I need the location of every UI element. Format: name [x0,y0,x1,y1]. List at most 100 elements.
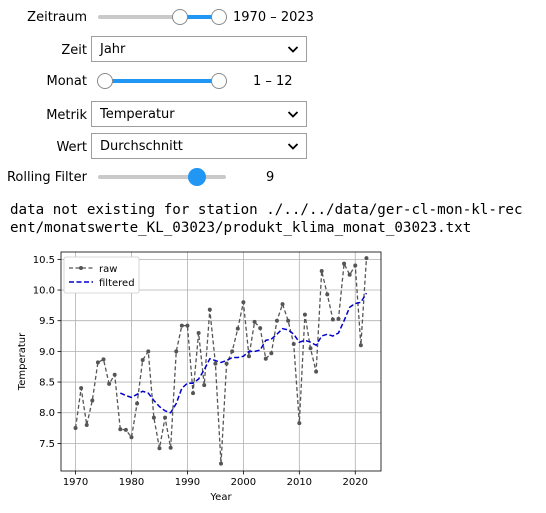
raw-series-line [74,258,368,464]
chart-grid [61,252,381,471]
metrik-select[interactable]: Temperatur [91,101,307,127]
raw-data-point [358,343,363,348]
raw-data-point [263,356,268,361]
monat-fill [105,79,219,83]
monat-slider[interactable] [97,67,227,95]
x-tick-label: 1990 [175,477,200,488]
raw-data-point [319,269,324,274]
chevron-down-icon [287,111,299,118]
rolling-readout: 9 [266,169,275,185]
zeit-label: Zeit [61,42,87,58]
raw-data-point [325,292,330,297]
metrik-select-value: Temperatur [100,106,175,122]
metrik-label: Metrik [46,107,87,123]
rolling-row: Rolling Filter 9 [0,163,546,191]
monat-label: Monat [46,73,87,89]
raw-data-point [90,398,95,403]
raw-data-point [202,383,207,388]
rolling-handle[interactable] [187,168,206,186]
y-tick-label: 10.0 [33,286,55,297]
y-tick-label: 8.0 [39,408,55,419]
raw-data-point [269,351,274,356]
zeit-select-value: Jahr [100,41,126,57]
legend-raw-marker [79,266,83,270]
x-tick-label: 2000 [231,477,256,488]
zeit-select[interactable]: Jahr [91,36,307,62]
zeitraum-high-handle[interactable] [211,9,227,25]
zeitraum-low-handle[interactable] [171,9,188,25]
raw-data-point [280,302,285,307]
raw-data-point [185,323,190,328]
raw-data-point [112,372,117,377]
y-tick-label: 9.5 [39,316,55,327]
raw-data-point [107,381,112,386]
chart-series [73,256,369,466]
raw-data-point [246,354,251,359]
monat-low-handle[interactable] [97,73,113,89]
wert-select[interactable]: Durchschnitt [91,133,307,159]
rolling-slider[interactable] [98,163,226,191]
chart-legend: raw filtered [63,256,140,294]
zeit-row: Zeit Jahr [0,36,546,64]
raw-data-point [191,391,196,396]
raw-data-point [241,300,246,305]
raw-data-point [252,319,257,324]
zeitraum-slider[interactable] [98,3,227,31]
raw-data-point [286,318,291,323]
raw-data-point [314,369,319,374]
raw-data-point [101,357,106,362]
x-tick-label: 1970 [63,477,88,488]
raw-data-point [79,386,84,391]
raw-data-point [330,317,335,322]
raw-data-point [224,361,229,366]
raw-data-point [140,357,145,362]
raw-data-point [364,256,369,261]
x-tick-label: 1980 [119,477,144,488]
raw-data-point [146,349,151,354]
x-tick-label: 2010 [287,477,312,488]
legend-filtered-label: filtered [99,278,135,289]
raw-data-point [347,272,352,277]
zeitraum-readout: 1970 – 2023 [233,9,314,25]
raw-data-point [123,427,128,432]
raw-data-point [258,326,263,331]
raw-data-point [302,312,307,317]
wert-row: Wert Durchschnitt [0,133,546,161]
wert-select-value: Durchschnitt [100,138,183,154]
zeitraum-fill [179,15,219,19]
raw-data-point [207,307,212,312]
monat-row: Monat 1 – 12 [0,67,546,95]
chart-ticks: 1970 1980 1990 2000 2010 2020 7.5 8.0 8.5 9.0 9.5 1… [33,255,368,488]
chevron-down-icon [287,46,299,53]
monat-high-handle[interactable] [211,73,227,89]
raw-data-point [157,446,162,451]
raw-data-point [235,326,240,331]
raw-data-point [129,435,134,440]
raw-data-point [342,261,347,266]
raw-data-point [230,349,235,354]
raw-data-point [95,360,100,365]
error-message: data not existing for station ./../../da… [10,202,523,236]
zeitraum-label: Zeitraum [27,9,87,25]
filtered-series-line [119,292,368,414]
legend-raw-label: raw [99,264,117,275]
zeitraum-track[interactable] [98,15,226,19]
wert-label: Wert [56,139,87,155]
raw-data-point [219,461,223,466]
raw-data-point [151,415,156,420]
raw-data-point [174,349,179,354]
rolling-label: Rolling Filter [6,169,87,185]
raw-data-point [297,421,302,426]
rolling-track[interactable] [98,175,226,179]
metrik-row: Metrik Temperatur [0,101,546,129]
raw-data-point [291,342,296,347]
raw-data-point [179,323,184,328]
zeitraum-row: Zeitraum 1970 – 2023 [0,3,546,31]
x-tick-label: 2020 [343,477,368,488]
raw-data-point [73,426,78,431]
raw-data-point [118,427,123,432]
chevron-down-icon [287,143,299,150]
raw-data-point [168,445,173,450]
y-tick-label: 7.5 [39,439,55,450]
raw-data-point [84,422,89,427]
